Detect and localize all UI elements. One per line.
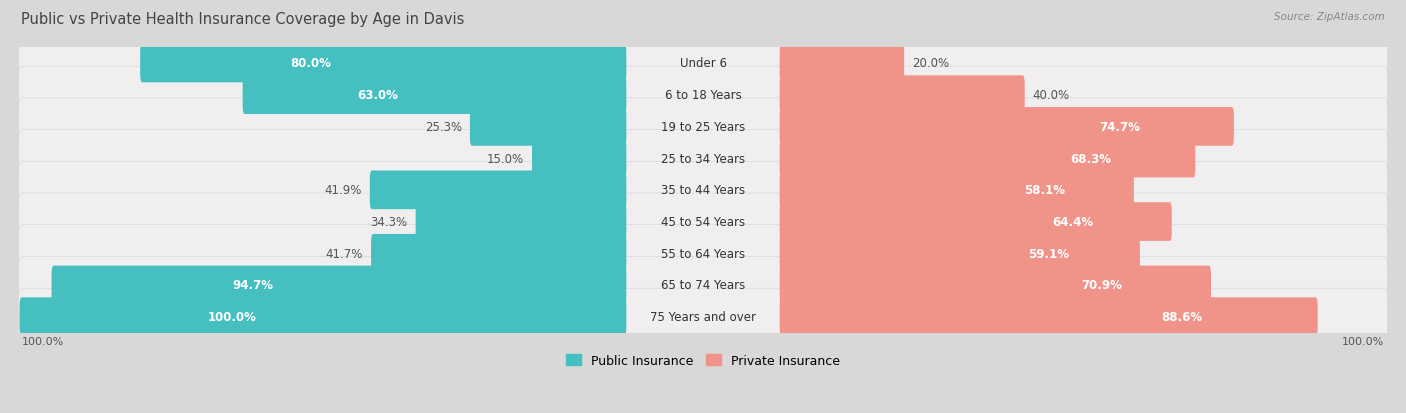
FancyBboxPatch shape xyxy=(780,108,1234,146)
FancyBboxPatch shape xyxy=(780,45,904,83)
FancyBboxPatch shape xyxy=(18,130,1388,187)
Text: 100.0%: 100.0% xyxy=(208,311,257,323)
FancyBboxPatch shape xyxy=(780,298,1317,336)
FancyBboxPatch shape xyxy=(470,108,626,146)
FancyBboxPatch shape xyxy=(780,266,1211,304)
Text: 58.1%: 58.1% xyxy=(1024,184,1064,197)
FancyBboxPatch shape xyxy=(52,266,626,304)
Text: 25.3%: 25.3% xyxy=(425,121,463,133)
Text: 59.1%: 59.1% xyxy=(1028,247,1070,260)
FancyBboxPatch shape xyxy=(243,76,626,115)
Text: 75 Years and over: 75 Years and over xyxy=(650,311,756,323)
FancyBboxPatch shape xyxy=(780,203,1171,241)
FancyBboxPatch shape xyxy=(141,45,626,83)
Text: 6 to 18 Years: 6 to 18 Years xyxy=(665,89,741,102)
Text: 63.0%: 63.0% xyxy=(357,89,398,102)
Text: 80.0%: 80.0% xyxy=(291,57,332,70)
Text: 20.0%: 20.0% xyxy=(912,57,949,70)
FancyBboxPatch shape xyxy=(780,76,1025,115)
Text: 15.0%: 15.0% xyxy=(486,152,524,165)
Text: Source: ZipAtlas.com: Source: ZipAtlas.com xyxy=(1274,12,1385,22)
Text: 45 to 54 Years: 45 to 54 Years xyxy=(661,216,745,228)
Text: 19 to 25 Years: 19 to 25 Years xyxy=(661,121,745,133)
Legend: Public Insurance, Private Insurance: Public Insurance, Private Insurance xyxy=(561,349,845,372)
FancyBboxPatch shape xyxy=(18,162,1388,219)
Text: 88.6%: 88.6% xyxy=(1161,311,1202,323)
FancyBboxPatch shape xyxy=(780,234,1140,273)
FancyBboxPatch shape xyxy=(18,288,1388,345)
Text: 94.7%: 94.7% xyxy=(233,279,274,292)
Text: Public vs Private Health Insurance Coverage by Age in Davis: Public vs Private Health Insurance Cover… xyxy=(21,12,464,27)
FancyBboxPatch shape xyxy=(18,67,1388,124)
Text: 100.0%: 100.0% xyxy=(21,336,63,346)
Text: 40.0%: 40.0% xyxy=(1032,89,1070,102)
Text: 41.9%: 41.9% xyxy=(325,184,361,197)
Text: 74.7%: 74.7% xyxy=(1099,121,1140,133)
Text: Under 6: Under 6 xyxy=(679,57,727,70)
FancyBboxPatch shape xyxy=(20,298,626,336)
Text: 35 to 44 Years: 35 to 44 Years xyxy=(661,184,745,197)
FancyBboxPatch shape xyxy=(18,99,1388,156)
FancyBboxPatch shape xyxy=(531,140,626,178)
Text: 100.0%: 100.0% xyxy=(1343,336,1385,346)
FancyBboxPatch shape xyxy=(780,171,1133,210)
Text: 70.9%: 70.9% xyxy=(1081,279,1122,292)
FancyBboxPatch shape xyxy=(371,234,626,273)
FancyBboxPatch shape xyxy=(370,171,626,210)
Text: 55 to 64 Years: 55 to 64 Years xyxy=(661,247,745,260)
FancyBboxPatch shape xyxy=(416,203,626,241)
Text: 25 to 34 Years: 25 to 34 Years xyxy=(661,152,745,165)
FancyBboxPatch shape xyxy=(18,194,1388,250)
FancyBboxPatch shape xyxy=(18,225,1388,282)
FancyBboxPatch shape xyxy=(18,257,1388,314)
Text: 41.7%: 41.7% xyxy=(326,247,363,260)
Text: 34.3%: 34.3% xyxy=(371,216,408,228)
Text: 65 to 74 Years: 65 to 74 Years xyxy=(661,279,745,292)
Text: 68.3%: 68.3% xyxy=(1070,152,1111,165)
FancyBboxPatch shape xyxy=(18,36,1388,92)
FancyBboxPatch shape xyxy=(780,140,1195,178)
Text: 64.4%: 64.4% xyxy=(1052,216,1094,228)
